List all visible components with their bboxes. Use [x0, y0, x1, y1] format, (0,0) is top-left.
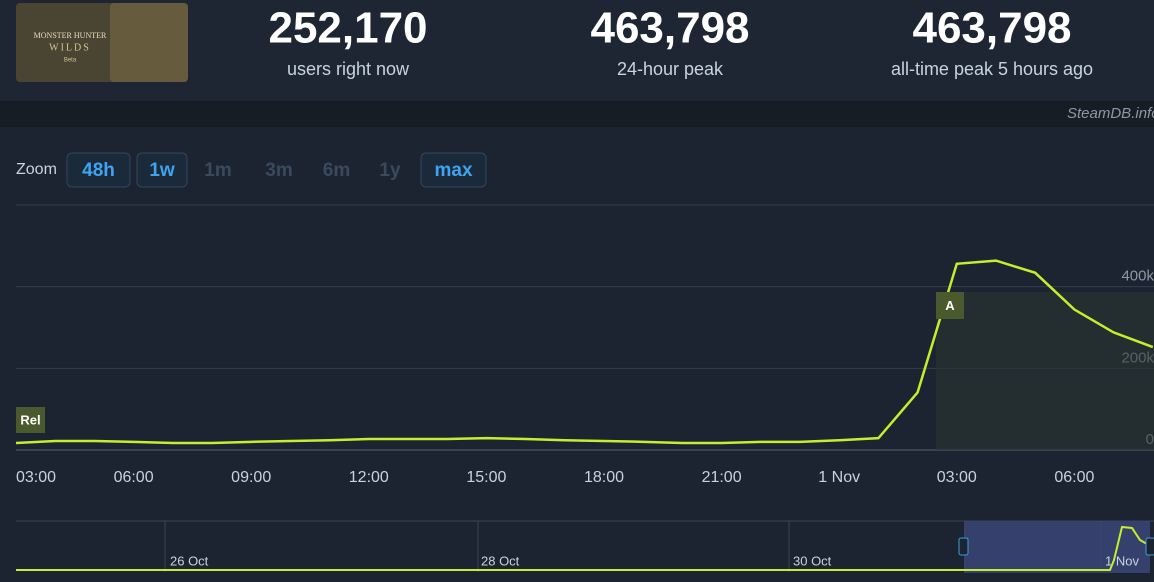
logo-tag: Beta: [64, 58, 77, 64]
zoom-label: Zoom: [16, 161, 57, 178]
x-tick-label: 12:00: [349, 469, 389, 486]
line: [15, 259, 1154, 445]
zoom-button-label[interactable]: 48h: [82, 160, 115, 181]
stat-label: 24-hour peak: [617, 59, 724, 79]
zoom-button-label[interactable]: 1m: [204, 160, 231, 181]
stats-bar: [0, 0, 1154, 101]
annotation-label[interactable]: A: [945, 298, 955, 313]
annotation-flag[interactable]: [16, 407, 45, 433]
zoom-button-label[interactable]: 1w: [149, 160, 175, 181]
x-tick-label: 15:00: [466, 469, 506, 486]
zoom-button-label[interactable]: 1y: [379, 160, 401, 181]
logo[interactable]: MONSTER HUNTER WILDS Beta: [16, 3, 188, 82]
y-tick-label: 400k: [1121, 268, 1154, 285]
zoom-button[interactable]: [136, 152, 188, 188]
x-tick-label: 1 Nov: [818, 469, 860, 486]
annotation-region: [936, 292, 1154, 450]
zoom-button-label[interactable]: max: [434, 160, 472, 181]
zoom-button[interactable]: [420, 152, 487, 188]
annotation-flag[interactable]: [936, 292, 964, 319]
stat-label: users right now: [287, 59, 410, 79]
stat-value: 463,798: [590, 4, 749, 53]
zoom-button[interactable]: [66, 152, 131, 188]
navigator-label: 26 Oct: [170, 553, 209, 568]
navigator-label: 30 Oct: [793, 553, 832, 568]
navigator-line: [16, 525, 1154, 571]
x-tick-label: 03:00: [937, 469, 977, 486]
zoom-buttons: 48h 1w 1m 3m 6m 1y max: [66, 152, 487, 188]
logo-art: [110, 3, 188, 82]
stat-label: all-time peak 5 hours ago: [891, 59, 1093, 79]
x-tick-label: 18:00: [584, 469, 624, 486]
navigator-handle[interactable]: [1145, 537, 1154, 556]
x-tick-label: 09:00: [231, 469, 271, 486]
navigator-label: 28 Oct: [481, 553, 520, 568]
chart: 0200k400k03:0006:0009:0012:0015:0018:002…: [15, 204, 1154, 486]
x-tick-label: 06:00: [114, 469, 154, 486]
annotation-label[interactable]: Rel: [20, 412, 40, 427]
x-tick-label: 21:00: [702, 469, 742, 486]
stat-value: 252,170: [268, 4, 427, 53]
navigator-label: 1 Nov: [1105, 553, 1139, 568]
logo-title: MONSTER HUNTER: [34, 31, 107, 40]
zoom-button-label[interactable]: 6m: [323, 160, 350, 181]
navigator-handle[interactable]: [958, 537, 969, 556]
watermark: SteamDB.info: [1067, 105, 1154, 122]
x-tick-label: 03:00: [16, 469, 56, 486]
navigator[interactable]: 26 Oct 28 Oct 30 Oct 1 Nov: [16, 520, 1154, 573]
stat-value: 463,798: [912, 4, 1071, 53]
x-tick-label: 06:00: [1054, 469, 1094, 486]
navigator-range[interactable]: [964, 521, 1150, 573]
zoom-button-label[interactable]: 3m: [265, 160, 292, 181]
logo-subtitle: WILDS: [49, 42, 91, 53]
